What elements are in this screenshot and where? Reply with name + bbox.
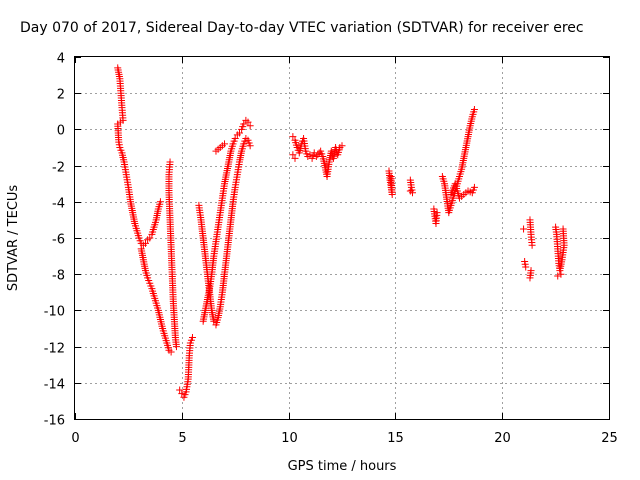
y-tick-label: -12 [44,342,65,357]
y-tick-label: 4 [57,52,65,67]
grid [75,57,609,419]
data-point [433,209,441,217]
x-tick-label: 5 [178,431,186,446]
data-point [522,263,530,271]
y-tick-label: -2 [52,161,65,176]
data-point [246,122,254,130]
data-point [387,172,395,180]
y-tick-label: -6 [52,233,65,248]
data-point [338,142,346,150]
plot-frame [74,56,610,420]
x-tick-label: 10 [281,431,298,446]
y-tick-label: 2 [57,88,65,103]
data-point [146,234,154,242]
data-point [188,334,196,342]
data-point [470,183,478,191]
data-point [210,317,218,325]
data-point [306,151,314,159]
data-point [156,198,164,206]
y-axis-label: SDTVAR / TECUs [6,185,21,292]
data-point [291,154,299,162]
data-point [167,348,175,356]
y-tick-label: -14 [44,378,65,393]
data-point [289,151,297,159]
data-point [528,241,536,249]
data-point [554,272,562,280]
data-point [527,267,535,275]
x-tick-label: 0 [71,431,79,446]
data-point [289,133,297,141]
chart-title: Day 070 of 2017, Sidereal Day-to-day VTE… [20,20,584,36]
data-point [312,153,320,161]
data-point [141,239,149,247]
y-tick-label: -10 [44,305,65,320]
data-point [559,225,567,233]
data-point [557,270,565,278]
data-point [240,120,248,128]
x-axis-ticks: 0 5 10 15 20 25 [71,57,618,446]
y-tick-label: 0 [57,124,65,139]
data-point [314,151,322,159]
data-point [178,390,186,398]
data-point [235,129,243,137]
data-point [246,142,254,150]
data-point [221,140,229,148]
data-point [176,386,184,394]
data-point [244,118,252,126]
x-axis-label: GPS time / hours [288,459,397,474]
x-tick-label: 25 [601,431,618,446]
x-tick-label: 15 [387,431,404,446]
data-point [231,134,239,142]
data-point [520,225,528,233]
data-points [114,64,568,401]
y-tick-label: -4 [52,197,65,212]
data-point [172,343,180,351]
data-point [406,187,414,195]
x-tick-label: 20 [494,431,511,446]
y-axis-ticks: 4 2 0 -2 -4 -6 -8 -10 -12 -14 -16 [44,52,609,429]
y-tick-label: -16 [44,414,65,429]
y-tick-label: -8 [52,269,65,284]
data-point [470,105,478,113]
